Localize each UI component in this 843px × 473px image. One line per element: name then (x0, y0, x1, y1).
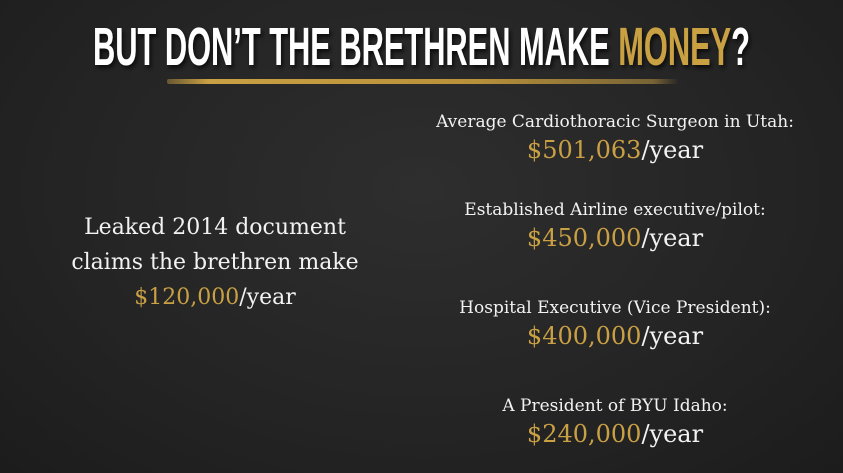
title-highlight: MONEY (618, 17, 731, 77)
amount-unit: /year (641, 136, 704, 164)
claim-amount: $120,000/year (40, 280, 390, 315)
amount-value: $400,000 (526, 322, 642, 350)
comparison-label: Established Airline executive/pilot: (464, 200, 766, 220)
comparison-item: A President of BYU Idaho: $240,000/year (395, 396, 835, 448)
comparison-item: Average Cardiothoracic Surgeon in Utah: … (395, 112, 835, 164)
title-end: ? (731, 17, 750, 77)
amount-unit: /year (641, 420, 704, 448)
amount-value: $240,000 (526, 420, 642, 448)
amount-value: $120,000 (134, 285, 240, 310)
slide-title: BUT DON’T THE BRETHREN MAKE MONEY? (93, 17, 750, 77)
comparison-label: Hospital Executive (Vice President): (459, 298, 771, 318)
amount-unit: /year (641, 322, 704, 350)
title-text: BUT DON’T THE BRETHREN MAKE (93, 17, 618, 77)
amount-value: $501,063 (526, 136, 642, 164)
title-line: BUT DON’T THE BRETHREN MAKE MONEY? (93, 17, 750, 77)
comparison-item: Established Airline executive/pilot: $45… (395, 200, 835, 252)
comparison-item: Hospital Executive (Vice President): $40… (395, 298, 835, 350)
claim-line-2: claims the brethren make (71, 250, 359, 275)
comparison-label: Average Cardiothoracic Surgeon in Utah: (436, 112, 794, 132)
comparison-label: A President of BYU Idaho: (502, 396, 728, 416)
amount-value: $450,000 (526, 224, 642, 252)
brethren-salary-claim: Leaked 2014 document claims the brethren… (40, 210, 390, 315)
claim-line-1: Leaked 2014 document (84, 215, 346, 240)
amount-unit: /year (239, 285, 296, 310)
amount-unit: /year (641, 224, 704, 252)
gold-underline (167, 79, 679, 84)
